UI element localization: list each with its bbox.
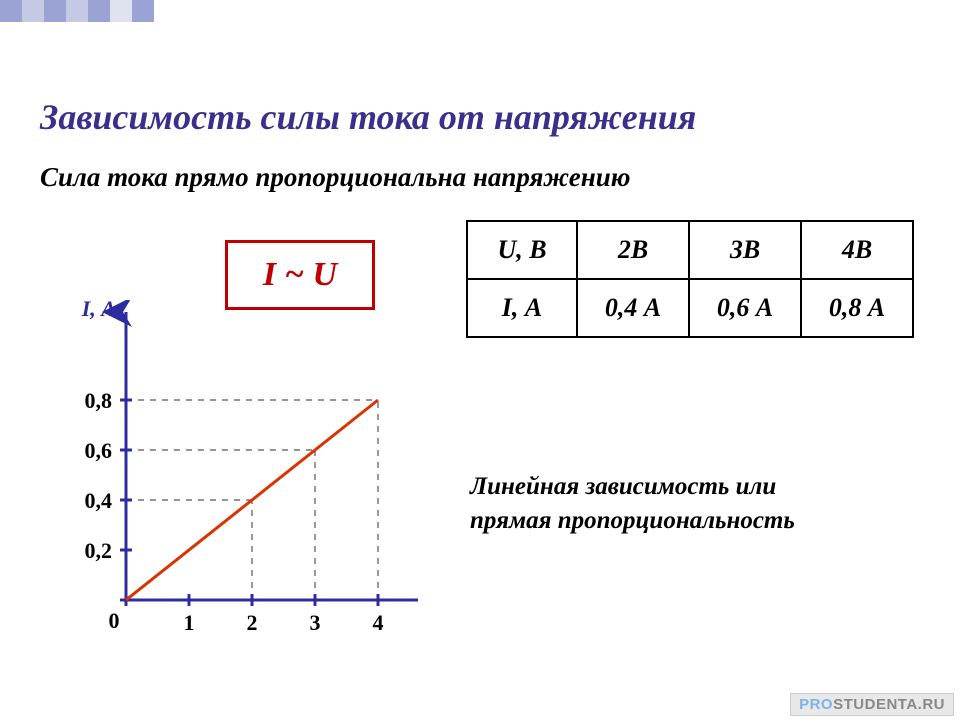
- svg-text:I, А: I, А: [81, 300, 116, 321]
- data-table: U, В2В3В4В I, А0,4 А0,6 А0,8 А: [466, 220, 914, 338]
- table-cell: 0,4 А: [577, 279, 689, 337]
- svg-text:4: 4: [373, 610, 384, 635]
- table-cell: 0,6 А: [689, 279, 801, 337]
- subtitle: Сила тока прямо пропорциональна напряжен…: [40, 162, 630, 193]
- svg-text:2: 2: [247, 610, 258, 635]
- decoration-squares: [0, 0, 154, 22]
- slide: Зависимость силы тока от напряжения Сила…: [0, 0, 960, 720]
- deco-square: [110, 0, 132, 22]
- table-cell: 0,8 А: [801, 279, 913, 337]
- watermark-part-2: STUDENTA.RU: [833, 696, 945, 713]
- deco-square: [22, 0, 44, 22]
- svg-text:0,8: 0,8: [85, 388, 113, 413]
- caption-line-1: Линейная зависимость или: [470, 470, 795, 504]
- deco-square: [66, 0, 88, 22]
- deco-square: [44, 0, 66, 22]
- svg-text:0,2: 0,2: [85, 538, 113, 563]
- svg-text:0: 0: [109, 608, 120, 633]
- svg-text:0,4: 0,4: [85, 488, 113, 513]
- table-row-header: I, А: [467, 279, 577, 337]
- table-row-header: U, В: [467, 221, 577, 279]
- deco-square: [0, 0, 22, 22]
- caption-line-2: прямая пропорциональность: [470, 504, 795, 538]
- svg-text:1: 1: [184, 610, 195, 635]
- watermark: PROSTUDENTA.RU: [790, 693, 954, 716]
- watermark-part-1: PRO: [799, 696, 833, 713]
- table-cell: 2В: [577, 221, 689, 279]
- table-cell: 3В: [689, 221, 801, 279]
- page-title: Зависимость силы тока от напряжения: [40, 96, 696, 138]
- table-cell: 4В: [801, 221, 913, 279]
- chart-caption: Линейная зависимость или прямая пропорци…: [470, 470, 795, 538]
- line-chart: 12340,20,40,60,80I, АU, В: [48, 300, 418, 640]
- deco-square: [132, 0, 154, 22]
- svg-text:0,6: 0,6: [85, 438, 113, 463]
- deco-square: [88, 0, 110, 22]
- svg-text:3: 3: [310, 610, 321, 635]
